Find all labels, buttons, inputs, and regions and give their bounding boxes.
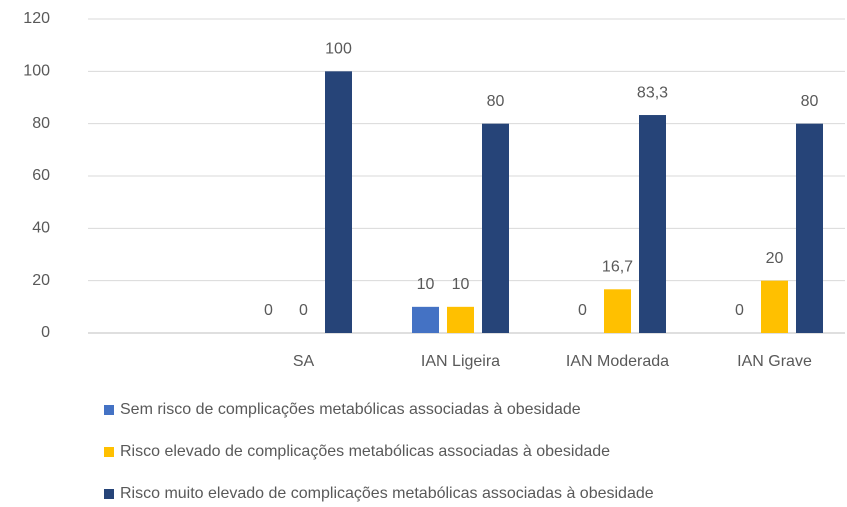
x-tick-label: SA bbox=[293, 353, 315, 370]
value-label: 80 bbox=[801, 93, 819, 110]
value-label: 0 bbox=[264, 302, 273, 319]
y-tick-label: 20 bbox=[32, 272, 50, 289]
value-label: 0 bbox=[299, 302, 308, 319]
x-tick-label: IAN Grave bbox=[737, 353, 812, 370]
bar bbox=[447, 306, 474, 333]
legend-label: Risco elevado de complicações metabólica… bbox=[120, 443, 610, 460]
bar bbox=[604, 289, 631, 333]
x-tick-label: IAN Ligeira bbox=[421, 353, 500, 370]
value-label: 10 bbox=[417, 276, 435, 293]
y-tick-label: 120 bbox=[23, 10, 50, 27]
bar bbox=[325, 71, 352, 333]
legend-swatch bbox=[104, 489, 114, 499]
value-label: 83,3 bbox=[637, 84, 668, 101]
value-label: 0 bbox=[735, 302, 744, 319]
value-label: 20 bbox=[766, 250, 784, 267]
bar bbox=[412, 306, 439, 333]
y-tick-label: 0 bbox=[41, 324, 50, 341]
bar bbox=[761, 280, 788, 333]
value-label: 16,7 bbox=[602, 259, 633, 276]
y-tick-label: 80 bbox=[32, 115, 50, 132]
legend-swatch bbox=[104, 447, 114, 457]
x-tick-label: IAN Moderada bbox=[566, 353, 669, 370]
value-label: 10 bbox=[452, 276, 470, 293]
value-label: 80 bbox=[487, 93, 505, 110]
bar bbox=[482, 123, 509, 334]
y-tick-label: 60 bbox=[32, 167, 50, 184]
legend-label: Risco muito elevado de complicações meta… bbox=[120, 485, 654, 502]
bar bbox=[639, 115, 666, 333]
bar bbox=[796, 123, 823, 334]
value-label: 100 bbox=[325, 41, 352, 58]
value-label: 0 bbox=[578, 302, 587, 319]
y-tick-label: 40 bbox=[32, 220, 50, 237]
legend-label: Sem risco de complicações metabólicas as… bbox=[120, 401, 581, 418]
y-tick-label: 100 bbox=[23, 63, 50, 80]
legend-swatch bbox=[104, 405, 114, 415]
